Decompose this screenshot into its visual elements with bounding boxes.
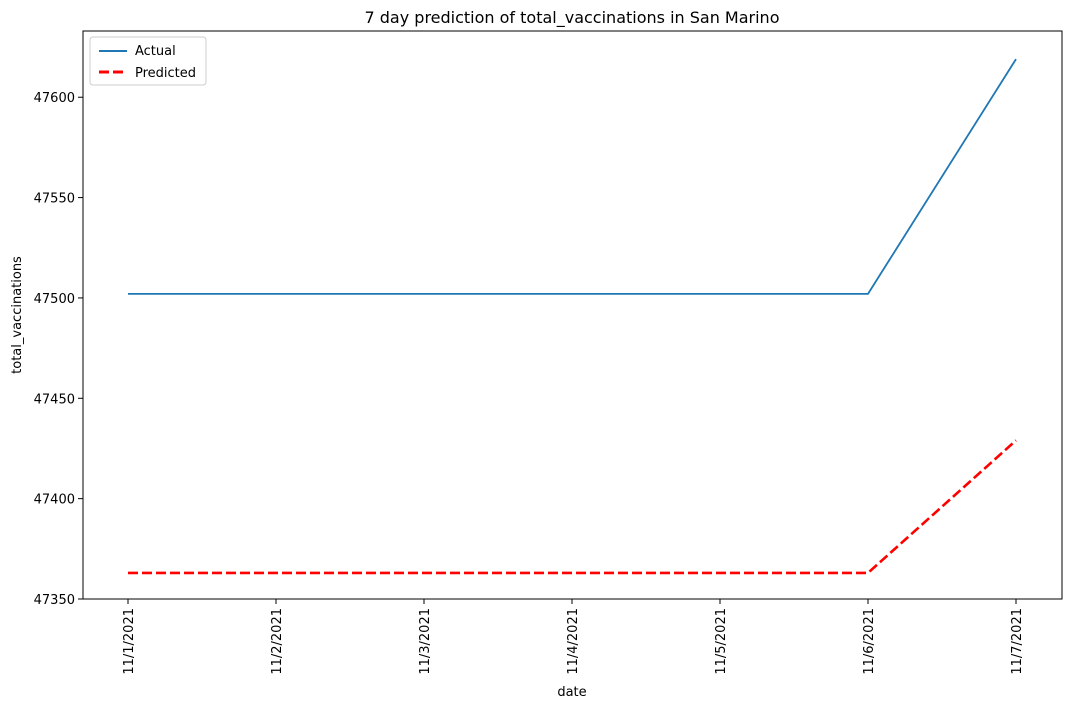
y-tick-label: 47600	[34, 91, 75, 106]
legend-label-predicted: Predicted	[135, 66, 196, 81]
y-tick-label: 47500	[34, 292, 75, 307]
legend: Actual Predicted	[89, 36, 207, 86]
x-tick-label: 11/5/2021	[714, 608, 729, 675]
y-tick-label: 47400	[34, 493, 75, 508]
x-tick-label: 11/6/2021	[862, 608, 877, 675]
x-axis-label: date	[557, 685, 586, 700]
y-tick-label: 47550	[34, 192, 75, 207]
x-tick-label: 11/1/2021	[122, 608, 137, 675]
y-axis-label: total_vaccinations	[10, 256, 25, 374]
x-tick-label: 11/2/2021	[270, 608, 285, 675]
x-tick-label: 11/3/2021	[418, 608, 433, 675]
series-line-actual	[128, 58, 1017, 295]
x-axis: 11/1/2021 11/2/2021 11/3/2021 11/4/2021 11/5…	[122, 599, 1025, 675]
plot-background	[83, 31, 1062, 599]
x-tick-label: 11/4/2021	[566, 608, 581, 675]
series-line-predicted	[128, 439, 1017, 575]
series-layer	[128, 58, 1017, 575]
legend-label-actual: Actual	[135, 44, 176, 59]
chart-title: 7 day prediction of total_vaccinations i…	[365, 8, 780, 28]
y-tick-label: 47350	[34, 593, 75, 608]
y-tick-label: 47450	[34, 392, 75, 407]
y-axis: 47350 47400 47450 47500 47550 47600	[34, 91, 83, 608]
x-tick-label: 11/7/2021	[1010, 608, 1025, 675]
